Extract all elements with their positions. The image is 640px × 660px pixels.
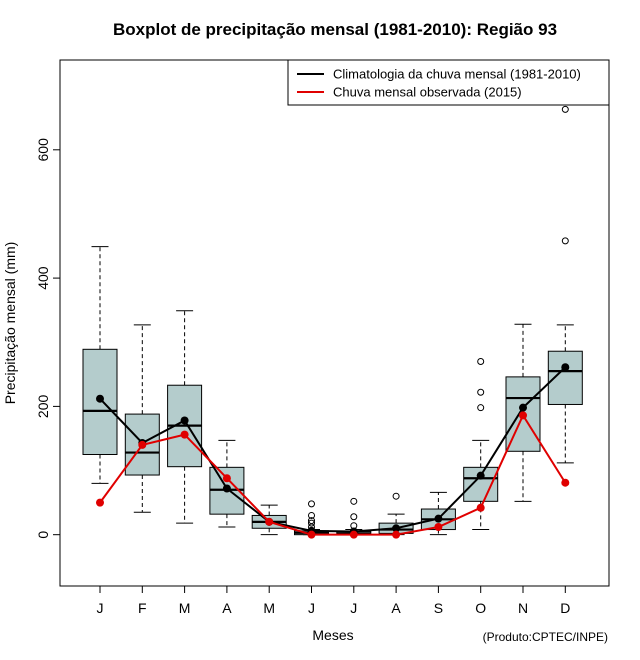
outlier-point bbox=[477, 357, 485, 365]
x-tick-label: O bbox=[475, 600, 486, 616]
legend: Climatologia da chuva mensal (1981-2010)… bbox=[287, 59, 610, 106]
series-point-1 bbox=[180, 430, 189, 439]
y-axis: 0 200 400 600 bbox=[35, 138, 61, 539]
outlier-point bbox=[350, 513, 358, 521]
outlier-point bbox=[477, 388, 485, 396]
legend-box bbox=[287, 59, 610, 106]
series-line-1 bbox=[99, 413, 567, 536]
series-line-0 bbox=[99, 366, 566, 533]
outlier-point bbox=[308, 500, 315, 508]
outlier-point bbox=[477, 404, 485, 412]
box-11 bbox=[547, 105, 583, 464]
outlier-point bbox=[308, 519, 315, 527]
outlier-point bbox=[350, 497, 358, 505]
series-point-1 bbox=[392, 530, 401, 539]
x-tick-label: M bbox=[179, 600, 191, 616]
plot-frame bbox=[59, 59, 610, 587]
y-tick-label: 400 bbox=[35, 266, 51, 290]
series-point-1 bbox=[349, 530, 358, 539]
y-tick-label: 200 bbox=[35, 394, 51, 418]
outlier-point bbox=[392, 492, 400, 500]
chart-title: Boxplot de precipitação mensal (1981-201… bbox=[113, 20, 557, 39]
series-point-1 bbox=[265, 517, 274, 526]
boxes-layer bbox=[82, 105, 583, 536]
x-tick-label: J bbox=[350, 600, 357, 616]
series-point-1 bbox=[307, 530, 316, 539]
y-axis-label: Precipitação mensal (mm) bbox=[2, 242, 18, 405]
series-point-0 bbox=[561, 363, 570, 372]
series-point-0 bbox=[519, 403, 527, 412]
series-point-0 bbox=[434, 514, 443, 523]
y-tick-label: 0 bbox=[35, 531, 51, 539]
box-3 bbox=[209, 439, 245, 528]
series-point-0 bbox=[222, 484, 231, 493]
series-point-1 bbox=[96, 498, 104, 507]
credit-text: (Produto:CPTEC/INPE) bbox=[483, 630, 608, 644]
x-axis-label: Meses bbox=[312, 627, 353, 643]
x-tick-label: A bbox=[222, 600, 232, 616]
outlier-point bbox=[308, 511, 315, 519]
box-0 bbox=[82, 246, 118, 484]
series-point-0 bbox=[476, 471, 485, 480]
series-point-0 bbox=[392, 524, 401, 533]
outlier-point bbox=[561, 237, 569, 245]
x-tick-label: N bbox=[518, 600, 528, 616]
legend-label-climatology: Climatologia da chuva mensal (1981-2010) bbox=[333, 67, 581, 82]
series-point-1 bbox=[519, 411, 527, 420]
x-tick-label: F bbox=[138, 600, 147, 616]
x-tick-label: J bbox=[308, 600, 315, 616]
outlier-point bbox=[308, 517, 315, 525]
series-point-1 bbox=[222, 474, 231, 483]
x-tick-label: M bbox=[263, 600, 275, 616]
legend-label-observed: Chuva mensal observada (2015) bbox=[333, 85, 522, 100]
series-point-1 bbox=[476, 503, 485, 512]
series-point-1 bbox=[561, 478, 570, 487]
x-tick-label: J bbox=[97, 600, 104, 616]
x-tick-label: D bbox=[560, 600, 570, 616]
series-point-0 bbox=[96, 394, 104, 403]
box-1 bbox=[124, 324, 160, 513]
outlier-point bbox=[561, 105, 569, 113]
series-point-0 bbox=[180, 416, 189, 425]
series-point-1 bbox=[138, 440, 147, 449]
y-tick-label: 600 bbox=[35, 138, 51, 162]
x-tick-label: S bbox=[434, 600, 443, 616]
series-point-1 bbox=[434, 522, 443, 531]
x-tick-label: A bbox=[391, 600, 401, 616]
series-lines-layer bbox=[96, 363, 570, 539]
